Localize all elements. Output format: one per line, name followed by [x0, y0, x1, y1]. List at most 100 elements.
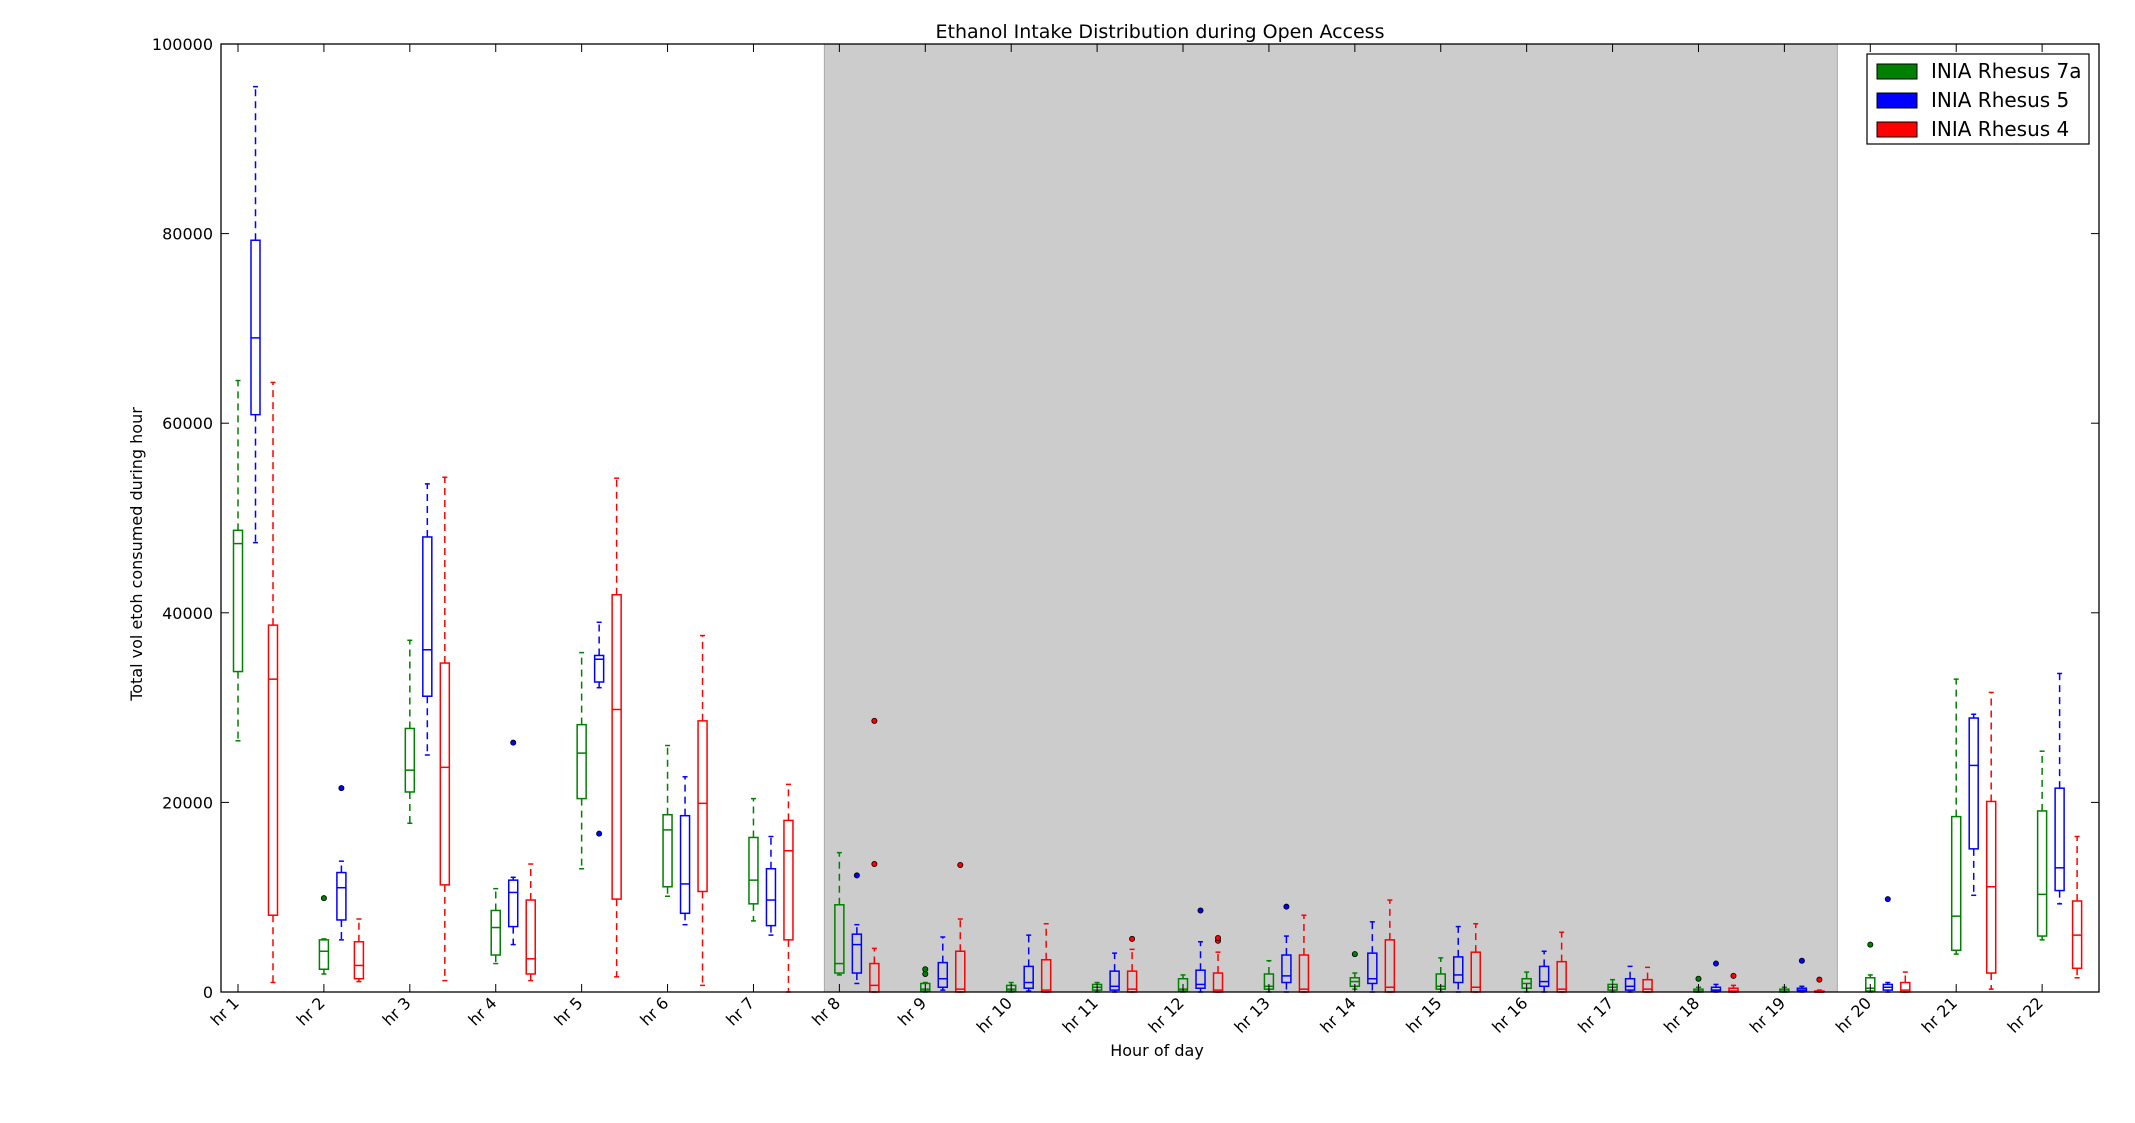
legend-swatch	[1876, 121, 1918, 138]
flier	[1816, 976, 1823, 983]
box	[765, 835, 777, 936]
box-rect	[611, 594, 622, 900]
x-tick-label: hr 18	[1660, 993, 1703, 1036]
x-tick-label: hr 7	[722, 993, 758, 1029]
box-rect	[2054, 787, 2065, 892]
box	[783, 783, 794, 993]
x-tick-label: hr 19	[1746, 993, 1789, 1036]
flier	[1867, 941, 1874, 948]
legend-label: INIA Rhesus 5	[1931, 88, 2069, 112]
box-rect	[783, 819, 794, 941]
box-rect	[490, 909, 501, 956]
box-rect	[937, 961, 949, 989]
series-inia-rhesus-7a	[232, 379, 2048, 993]
box-rect	[765, 868, 777, 927]
box	[1367, 921, 1378, 993]
x-tick-label: hr 4	[465, 993, 501, 1029]
box	[439, 476, 451, 982]
box-rect	[232, 529, 244, 673]
flier	[320, 895, 327, 902]
x-tick-label: hr 9	[894, 993, 930, 1029]
x-tick-label: hr 6	[636, 993, 672, 1029]
box	[611, 477, 622, 978]
x-tick-label: hr 3	[379, 993, 415, 1029]
legend-swatch	[1876, 63, 1918, 80]
flier	[1798, 957, 1805, 964]
box	[525, 863, 536, 982]
box	[1212, 934, 1224, 993]
y-tick-label: 40000	[162, 604, 213, 623]
x-tick-label: hr 22	[2004, 993, 2047, 1036]
flier	[338, 785, 345, 792]
legend-label: INIA Rhesus 4	[1931, 117, 2069, 141]
legend-swatch	[1876, 92, 1918, 109]
box	[422, 483, 433, 756]
box	[404, 639, 416, 825]
box-rect	[507, 879, 519, 928]
box	[1023, 934, 1034, 992]
box-rect	[525, 899, 536, 975]
flier	[1351, 951, 1358, 958]
x-tick-label: hr 13	[1230, 993, 1273, 1036]
box	[2071, 835, 2083, 979]
shaded-region	[823, 43, 1838, 993]
box	[318, 895, 330, 975]
box	[267, 381, 279, 984]
x-tick-label: hr 17	[1574, 993, 1617, 1036]
shaded-region-rect	[823, 43, 1838, 993]
box	[697, 634, 708, 987]
flier	[957, 861, 964, 868]
box	[679, 776, 691, 926]
box-rect	[1109, 970, 1120, 991]
y-tick-label: 60000	[162, 414, 213, 433]
y-tick-label: 0	[203, 983, 213, 1002]
box	[851, 872, 863, 985]
flier	[1712, 960, 1719, 967]
box-rect	[353, 941, 365, 980]
box	[1900, 971, 1911, 993]
x-tick-label: hr 5	[550, 993, 586, 1029]
box	[2036, 750, 2048, 941]
x-tick-label: hr 21	[1918, 993, 1961, 1036]
box	[1950, 678, 1962, 955]
box-rect	[439, 662, 451, 886]
box-rect	[250, 239, 261, 416]
y-axis: 0 20000 40000 60000 80000 100000	[152, 35, 2099, 1002]
box	[1985, 691, 1997, 990]
box	[2054, 672, 2065, 905]
legend-label: INIA Rhesus 7a	[1931, 59, 2082, 83]
x-tick-label: hr 8	[808, 993, 844, 1029]
x-axis-label: Hour of day	[1110, 1041, 1204, 1060]
flier	[871, 717, 878, 724]
series-inia-rhesus-5	[250, 85, 2065, 993]
box	[232, 379, 244, 742]
box-rect	[422, 536, 433, 697]
box-rect	[336, 871, 347, 921]
box	[576, 651, 587, 870]
box	[507, 739, 519, 946]
box-rect	[1367, 952, 1378, 985]
box-rect	[267, 624, 279, 916]
box-rect	[1538, 965, 1550, 988]
box-rect	[1710, 986, 1722, 992]
box	[1349, 951, 1361, 990]
x-tick-label: hr 14	[1316, 993, 1359, 1036]
box	[353, 918, 365, 983]
box-rect	[593, 654, 605, 683]
box	[1882, 896, 1894, 993]
box	[748, 797, 759, 922]
box-rect	[318, 939, 330, 970]
box-rect	[1023, 965, 1034, 989]
y-axis-label: Total vol etoh consumed during hour	[127, 407, 146, 702]
box-rect	[404, 727, 416, 793]
box-rect	[1950, 815, 1962, 952]
x-tick-label: hr 12	[1145, 993, 1188, 1036]
box	[662, 744, 673, 898]
flier	[1695, 975, 1702, 982]
x-tick-label: hr 10	[973, 993, 1016, 1036]
flier	[510, 739, 517, 746]
box	[937, 936, 949, 991]
flier	[1884, 896, 1891, 903]
flier	[922, 966, 929, 973]
